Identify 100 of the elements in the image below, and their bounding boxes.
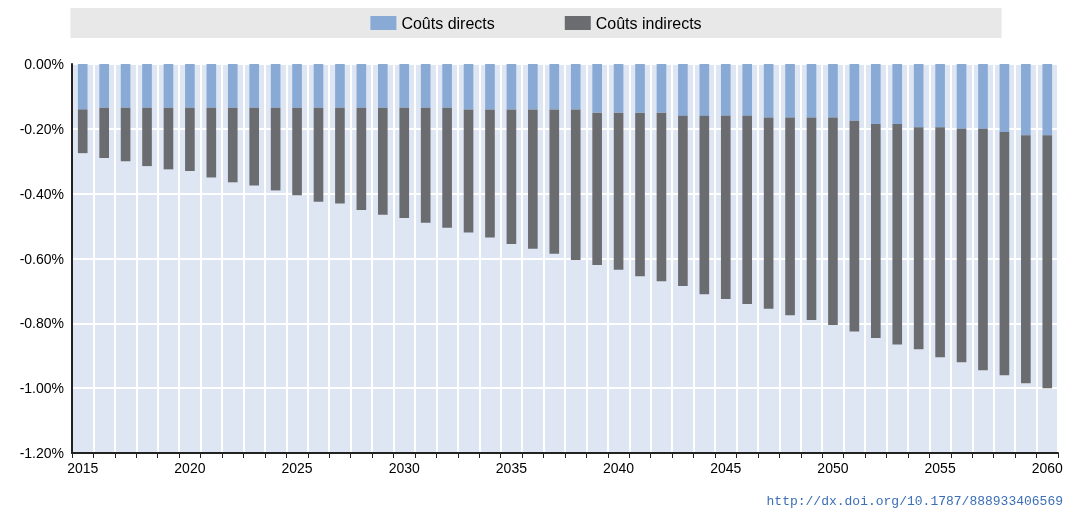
x-tick-label: 2045 xyxy=(710,460,742,476)
bar xyxy=(763,117,774,309)
bar xyxy=(699,115,710,295)
x-tick-label: 2020 xyxy=(174,460,206,476)
bar xyxy=(528,109,538,249)
bar xyxy=(313,64,324,108)
bar xyxy=(292,64,302,108)
y-tick-label: -0.80% xyxy=(19,315,64,332)
bar xyxy=(185,107,195,171)
bar xyxy=(77,64,88,110)
bar xyxy=(206,64,217,108)
bar xyxy=(335,64,345,108)
bar xyxy=(913,64,924,128)
bar xyxy=(613,112,624,270)
bar xyxy=(935,127,945,358)
bar xyxy=(185,64,195,108)
bar xyxy=(356,107,367,210)
bar xyxy=(978,128,988,371)
bar xyxy=(399,64,410,108)
y-tick-label: -0.60% xyxy=(19,250,64,267)
bar xyxy=(592,112,602,265)
bar xyxy=(1042,64,1053,136)
bar xyxy=(720,115,731,300)
bar xyxy=(463,64,474,110)
bar xyxy=(549,64,560,110)
bar xyxy=(356,64,367,108)
bar xyxy=(206,107,217,178)
bar xyxy=(635,112,645,277)
y-tick-label: -1.00% xyxy=(19,380,64,397)
bar xyxy=(335,107,345,204)
bar xyxy=(442,107,452,228)
bar xyxy=(270,64,281,108)
bar xyxy=(377,107,388,215)
bar xyxy=(720,64,731,116)
bar xyxy=(699,64,710,116)
legend-label: Coûts indirects xyxy=(595,14,702,32)
bar xyxy=(849,64,860,121)
bar xyxy=(485,109,495,238)
x-tick-label: 2030 xyxy=(388,460,421,476)
bar xyxy=(292,107,302,196)
bar xyxy=(806,64,817,118)
x-tick-label: 2055 xyxy=(924,460,956,476)
bar xyxy=(570,64,581,110)
bar xyxy=(870,123,881,338)
bar xyxy=(163,64,174,108)
bar xyxy=(1042,135,1053,389)
bar xyxy=(377,64,388,108)
bar xyxy=(99,64,109,108)
x-tick-label: 2025 xyxy=(281,460,313,476)
bar xyxy=(570,109,581,261)
bar xyxy=(956,64,967,129)
bar xyxy=(828,64,838,118)
bar xyxy=(313,107,324,202)
bar xyxy=(785,64,795,118)
bar xyxy=(1021,64,1031,136)
bar xyxy=(678,64,688,116)
bar xyxy=(742,115,753,304)
bar xyxy=(506,64,517,110)
bar xyxy=(463,109,474,233)
bar xyxy=(978,64,988,129)
bar xyxy=(592,64,602,113)
x-tick-label: 2015 xyxy=(67,460,99,476)
bar xyxy=(142,107,152,167)
bar xyxy=(99,107,109,159)
bar xyxy=(828,117,838,325)
bar xyxy=(892,64,903,124)
x-tick-label: 2060 xyxy=(1031,460,1064,476)
bar xyxy=(420,64,431,108)
bar xyxy=(1021,135,1031,384)
bar xyxy=(163,107,174,170)
y-tick-label: -0.40% xyxy=(19,185,64,202)
y-tick-label: -1.20% xyxy=(19,445,64,461)
bar xyxy=(656,112,667,282)
bar xyxy=(999,64,1010,133)
x-tick-label: 2050 xyxy=(817,460,849,476)
bar xyxy=(742,64,753,116)
bar xyxy=(227,107,238,183)
bar xyxy=(506,109,517,244)
bar xyxy=(270,107,281,191)
bar xyxy=(442,64,452,108)
bar xyxy=(806,117,817,321)
bar xyxy=(249,107,260,186)
bar xyxy=(120,107,131,162)
bar xyxy=(249,64,260,108)
bar xyxy=(870,64,881,124)
text: http://dx.doi.org/10.1787/888933406569 xyxy=(766,494,1063,509)
bar xyxy=(656,64,667,113)
bar xyxy=(227,64,238,108)
bar xyxy=(913,127,924,350)
bar xyxy=(420,107,431,223)
bar xyxy=(77,109,88,154)
bar xyxy=(892,123,903,345)
bar xyxy=(849,120,860,332)
y-tick-label: 0.00% xyxy=(24,56,64,72)
bar xyxy=(485,64,495,110)
bar xyxy=(399,107,410,218)
bar xyxy=(785,117,795,316)
x-tick-label: 2040 xyxy=(603,460,635,476)
bar xyxy=(678,115,688,287)
bar xyxy=(635,64,645,113)
